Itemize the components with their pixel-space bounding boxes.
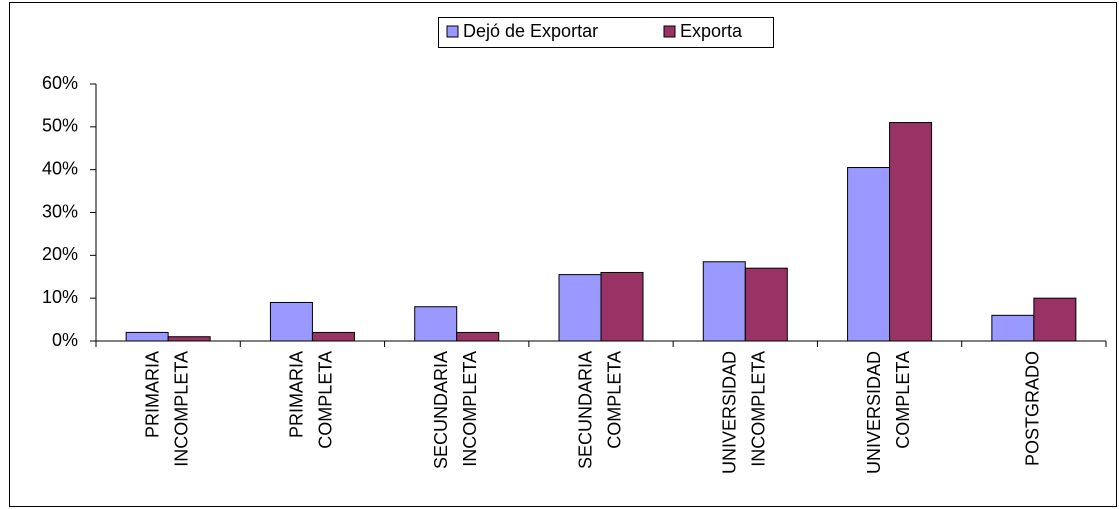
- x-tick-label: UNIVERSIDAD: [864, 351, 884, 474]
- x-tick-label: PRIMARIA: [287, 351, 307, 438]
- y-tick-label: 30%: [42, 201, 78, 221]
- x-tick-label: COMPLETA: [604, 351, 624, 449]
- x-tick-label: SECUNDARIA: [575, 351, 595, 469]
- legend-swatch: [446, 25, 459, 38]
- bar: [991, 314, 1035, 342]
- x-tick-label: PRIMARIA: [142, 351, 162, 438]
- y-tick-label: 40%: [42, 158, 78, 178]
- x-tick-label: COMPLETA: [316, 351, 336, 449]
- bar: [558, 274, 602, 342]
- bar: [889, 122, 933, 342]
- legend-label: Dejó de Exportar: [463, 21, 598, 41]
- y-tick-label: 60%: [42, 73, 78, 93]
- x-tick-label: COMPLETA: [893, 351, 913, 449]
- y-tick-label: 50%: [42, 116, 78, 136]
- bar: [600, 271, 644, 342]
- bar: [269, 301, 313, 342]
- x-tick-label: INCOMPLETA: [460, 351, 480, 467]
- bar: [702, 261, 746, 342]
- bar: [167, 336, 211, 342]
- bar: [125, 331, 169, 342]
- bar: [456, 331, 500, 342]
- bar: [414, 306, 458, 342]
- legend: Dejó de Exportar Exporta: [438, 17, 774, 48]
- x-tick-label: POSTGRADO: [1023, 351, 1043, 466]
- y-tick-label: 20%: [42, 244, 78, 264]
- legend-label: Exporta: [680, 21, 743, 41]
- x-tick-label: INCOMPLETA: [749, 351, 769, 467]
- bar: [311, 331, 355, 342]
- x-tick-label: INCOMPLETA: [171, 351, 191, 467]
- bar: [1033, 297, 1077, 342]
- bar: [744, 267, 788, 342]
- x-tick-label: UNIVERSIDAD: [720, 351, 740, 474]
- legend-swatch: [663, 25, 676, 38]
- bar: [847, 167, 891, 342]
- y-tick-label: 10%: [42, 287, 78, 307]
- y-tick-label: 0%: [52, 330, 78, 350]
- x-tick-label: SECUNDARIA: [431, 351, 451, 469]
- legend-box: [438, 17, 774, 48]
